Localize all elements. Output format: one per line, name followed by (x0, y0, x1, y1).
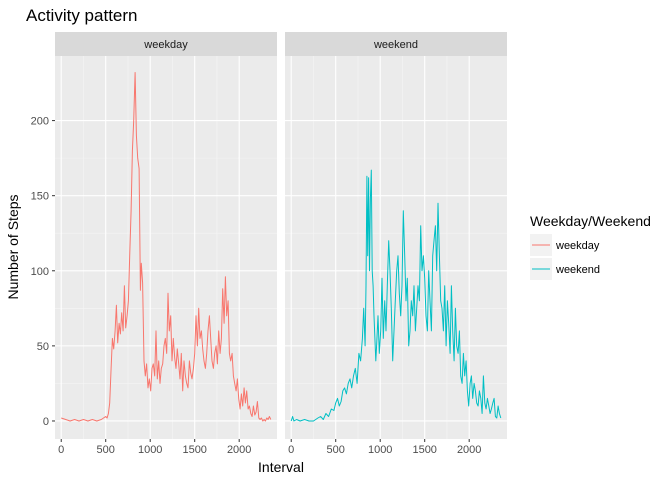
x-tick-label: 2000 (457, 444, 481, 456)
x-tick-label: 0 (288, 444, 294, 456)
x-tick-label: 2000 (227, 444, 251, 456)
x-tick-label: 500 (327, 444, 345, 456)
y-tick-label: 0 (43, 416, 49, 428)
panel-weekday (55, 56, 277, 439)
legend-label-weekend: weekend (555, 264, 600, 276)
strip-label-weekend: weekend (373, 39, 418, 51)
y-tick-label: 50 (37, 341, 49, 353)
x-tick-label: 0 (58, 444, 64, 456)
x-tick-label: 500 (97, 444, 115, 456)
strip-label-weekday: weekday (143, 39, 188, 51)
x-axis-title: Interval (258, 459, 304, 475)
x-tick-label: 1500 (412, 444, 436, 456)
series-lines (61, 72, 502, 422)
axes: 0 500 1000 1500 2000 0 500 1000 1500 2000 0 50 100 15… (31, 116, 482, 456)
y-axis-title: Number of Steps (5, 194, 21, 299)
legend-label-weekday: weekday (555, 240, 600, 252)
chart-title: Activity pattern (26, 6, 138, 25)
x-tick-label: 1000 (368, 444, 392, 456)
strip-weekday (55, 32, 277, 56)
legend-title: Weekday/Weekend (530, 213, 651, 229)
legend: Weekday/Weekend weekday weekend (530, 213, 651, 280)
y-tick-label: 200 (31, 116, 49, 128)
x-tick-label: 1000 (138, 444, 162, 456)
y-tick-label: 100 (31, 266, 49, 278)
panel-weekend (285, 56, 507, 439)
y-tick-label: 150 (31, 191, 49, 203)
strip-weekend (285, 32, 507, 56)
series-line-weekend (290, 169, 502, 422)
x-tick-label: 1500 (182, 444, 206, 456)
grid-lines (55, 56, 507, 439)
series-line-weekday (61, 72, 272, 422)
